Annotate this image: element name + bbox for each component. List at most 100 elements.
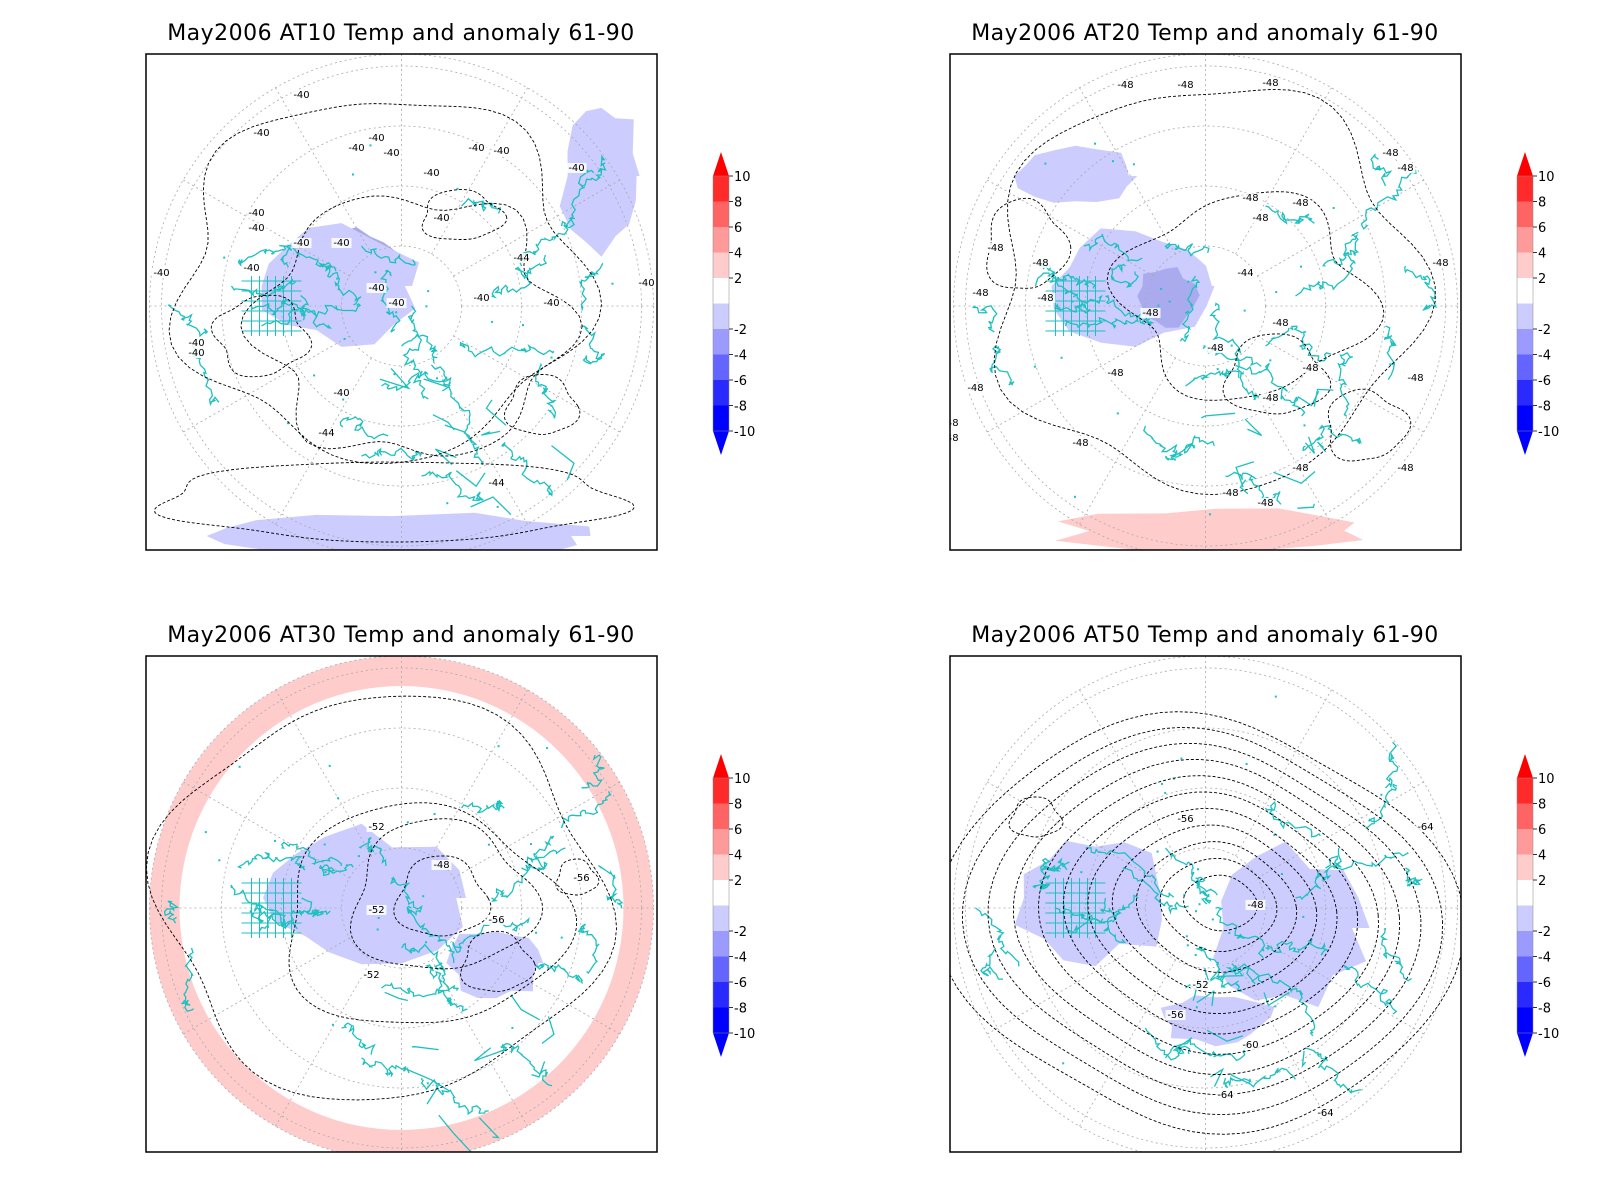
coastline-segment: [317, 261, 362, 306]
coastline-segment: [1179, 275, 1201, 343]
coastline-layer: [972, 142, 1437, 516]
coastline-segment: [581, 325, 606, 365]
contour-line: [1012, 759, 1401, 1075]
island: [218, 859, 221, 862]
border-line: [1317, 441, 1327, 453]
colorbar-label: -4: [1538, 349, 1551, 364]
map-boundary: [149, 656, 654, 1152]
border-line: [1239, 479, 1249, 495]
island: [511, 1026, 514, 1029]
contour-label: -40: [333, 238, 349, 249]
border-line: [1216, 963, 1245, 978]
coastline-segment: [1235, 362, 1306, 417]
coastline-segment: [421, 470, 484, 501]
coastlines: [972, 142, 1437, 516]
meridian: [987, 335, 1154, 433]
island: [491, 320, 494, 323]
coastline-segment: [381, 370, 451, 392]
colorbar-bottom-arrow: [713, 431, 729, 455]
contour-line: [421, 189, 508, 240]
island: [1062, 1062, 1065, 1065]
contour-label: -48: [967, 383, 983, 394]
border-line: [470, 496, 512, 516]
colorbar-label: -8: [1538, 400, 1551, 415]
island: [1132, 163, 1135, 166]
island: [1116, 412, 1119, 415]
colorbar-swatch: [713, 982, 729, 1008]
contours: [986, 88, 1436, 496]
coastline-segment: [1322, 231, 1360, 267]
island: [1300, 265, 1302, 268]
coastline-segment: [1032, 864, 1062, 892]
island: [336, 277, 339, 280]
island: [1303, 424, 1306, 427]
contour-label-bg: [571, 873, 592, 883]
contour-label-bg: [1105, 368, 1126, 378]
contour-label-bg: [1175, 80, 1196, 90]
contour-label-bg: [381, 148, 402, 158]
contour-label-bg: [985, 243, 1006, 253]
contour-label: -40: [243, 263, 259, 274]
island: [1183, 893, 1186, 896]
island: [369, 144, 372, 147]
colorbar-label: 6: [1538, 823, 1546, 838]
contour-label-bg: [486, 915, 507, 925]
colorbar-label: 2: [734, 272, 742, 287]
island: [422, 895, 425, 898]
contour-label: -48: [1272, 318, 1288, 329]
anomaly-patch: [1213, 841, 1370, 1008]
border-line: [379, 367, 411, 390]
contour-label: -48: [1397, 163, 1413, 174]
coastline-segment: [535, 963, 584, 984]
island: [238, 765, 241, 768]
island: [1186, 944, 1189, 947]
contour-label: -64: [1417, 822, 1433, 833]
island: [1274, 1005, 1277, 1008]
contour-label-bg: [1235, 268, 1256, 278]
island: [1180, 757, 1183, 760]
coastline-segment: [1264, 800, 1321, 838]
contour-label: -40: [248, 223, 264, 234]
panel-frame: [145, 53, 658, 551]
island: [611, 282, 614, 285]
contour-label: -48: [433, 860, 449, 871]
coastline-segment: [1222, 1067, 1296, 1089]
border-line: [1301, 1050, 1307, 1069]
contour-line: [1327, 388, 1412, 462]
contour-label: -44: [1237, 268, 1253, 279]
coastline-segment: [1083, 233, 1143, 262]
island: [487, 843, 490, 846]
border-line: [510, 994, 541, 1021]
contour-label-bg: [1415, 822, 1436, 832]
coastline-segment: [300, 295, 332, 329]
contour-label: -56: [488, 915, 504, 926]
colorbar-label: 2: [1538, 272, 1546, 287]
map-boundary: [953, 54, 1458, 550]
border-line: [423, 378, 450, 392]
contour-label-bg: [1260, 78, 1281, 88]
colorbar-label: -10: [1538, 1027, 1559, 1042]
colorbar-label: 8: [734, 798, 742, 813]
island: [204, 831, 207, 834]
colorbar-swatch: [1517, 829, 1533, 855]
contour-label-bg: [1250, 213, 1271, 223]
island: [377, 917, 380, 919]
coastline-segment: [975, 907, 1020, 967]
contour-label-bg: [1290, 198, 1311, 208]
meridian: [1235, 959, 1332, 1127]
anomaly-patch: [1160, 995, 1275, 1047]
coastline-segment: [1365, 783, 1398, 829]
meridian: [453, 781, 620, 879]
contour-label: -40: [293, 238, 309, 249]
contour-label: -48: [1302, 363, 1318, 374]
contour-label-bg: [471, 293, 492, 303]
colorbar-swatch: [1517, 1007, 1533, 1033]
meridian: [1079, 689, 1176, 857]
contour-label: -40: [248, 208, 264, 219]
contour-label-bg: [1260, 393, 1281, 403]
coastline-segment: [420, 1077, 489, 1116]
contour-label: -52: [368, 905, 384, 916]
contour-line: [1222, 333, 1332, 415]
contour-label-bg: [1115, 80, 1136, 90]
colorbar-label: -6: [734, 374, 747, 389]
